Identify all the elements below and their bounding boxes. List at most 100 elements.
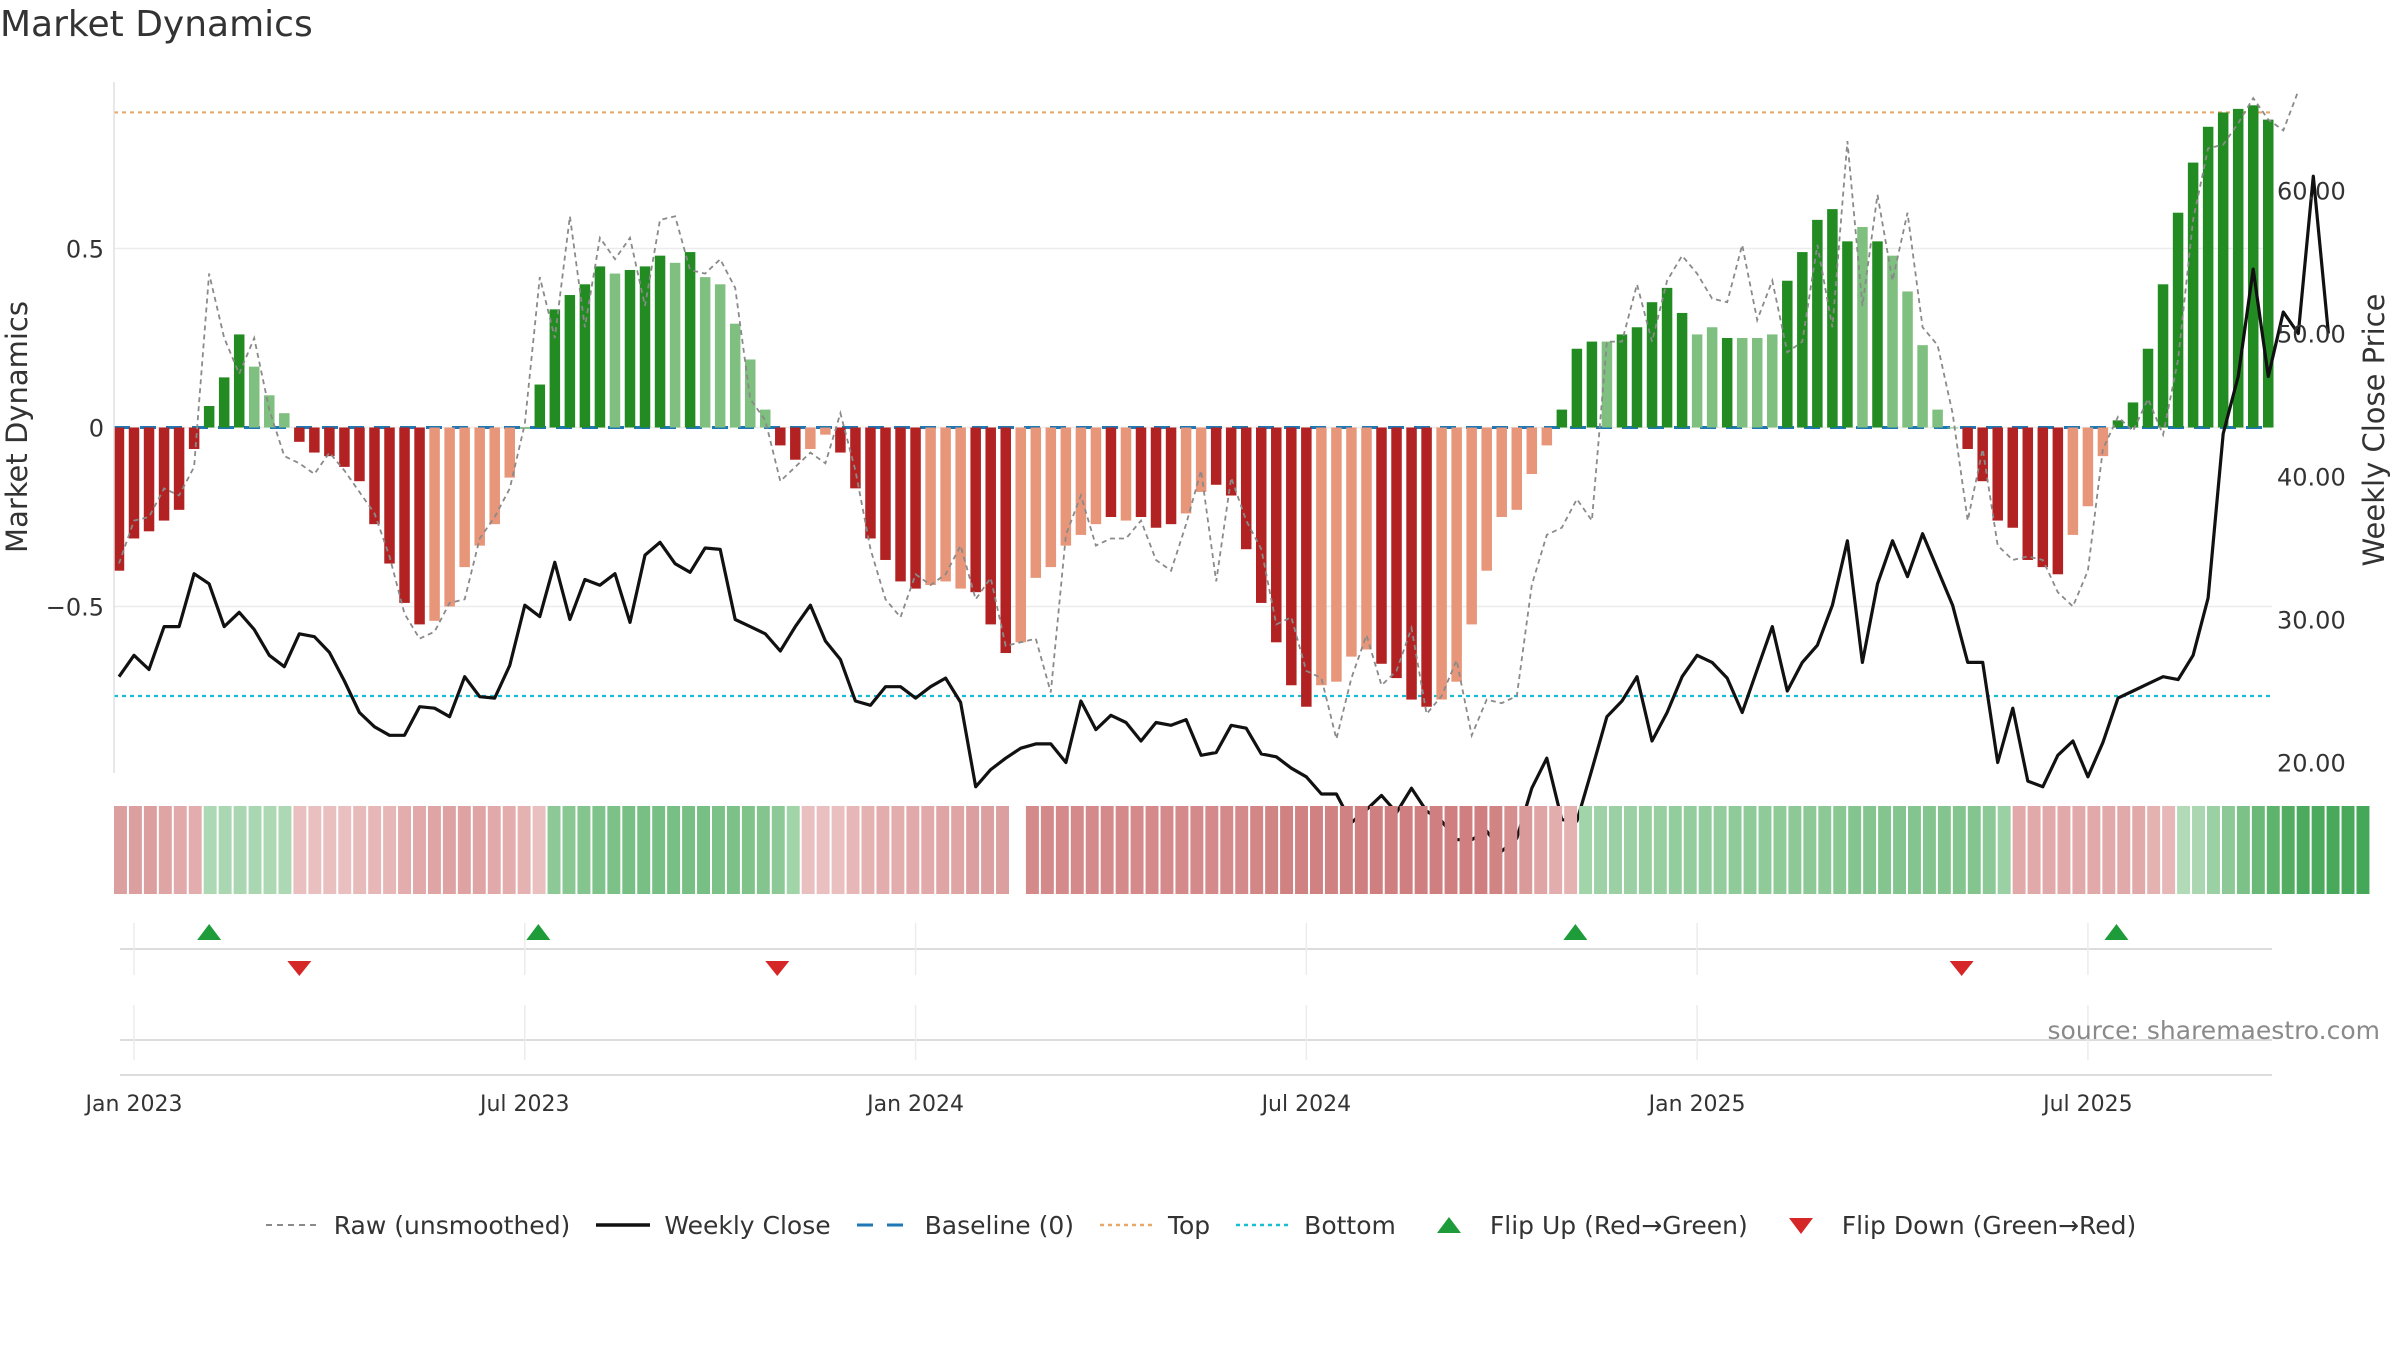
strip-cell xyxy=(667,806,681,894)
strip-cell xyxy=(1952,806,1966,894)
bar xyxy=(880,427,891,560)
bar xyxy=(1676,312,1688,428)
x-tick-label: Jul 2025 xyxy=(2041,1092,2133,1117)
bar xyxy=(369,427,380,525)
right-tick-label: 30.00 xyxy=(2277,607,2346,635)
strip-cell xyxy=(1205,806,1219,894)
strip-cell xyxy=(2057,806,2071,894)
bar xyxy=(1195,427,1207,492)
strip-cell xyxy=(2296,806,2310,894)
bar xyxy=(564,295,576,428)
legend-item: Top xyxy=(1098,1211,1210,1240)
bar xyxy=(1421,427,1432,707)
strip-cell xyxy=(1713,806,1727,894)
bar xyxy=(2007,427,2018,528)
strip-cell xyxy=(1803,806,1817,894)
bar xyxy=(1962,427,1973,449)
strip-cell xyxy=(1579,806,1593,894)
chart-title: Market Dynamics xyxy=(0,4,313,45)
strip-cell xyxy=(1100,806,1114,894)
bar xyxy=(2247,105,2259,428)
strip-cell xyxy=(1818,806,1832,894)
strip-cell xyxy=(756,806,770,894)
bar xyxy=(1857,227,1868,428)
strip-cell xyxy=(562,806,576,894)
bar xyxy=(1526,427,1538,475)
bar xyxy=(1180,427,1192,514)
bar xyxy=(895,427,906,582)
bar xyxy=(654,255,666,428)
legend: Raw (unsmoothed) Weekly Close Baseline (0)… xyxy=(0,1205,2400,1245)
bar xyxy=(1466,427,1477,625)
strip-cell xyxy=(293,806,307,894)
strip-cell xyxy=(1220,806,1234,894)
x-tick-label: Jan 2025 xyxy=(1647,1092,1746,1117)
source-note: source: sharemaestro.com xyxy=(2047,1016,2381,1045)
bar xyxy=(1451,427,1462,682)
strip-cell xyxy=(1773,806,1787,894)
legend-swatch xyxy=(1436,1217,1461,1233)
strip-cell xyxy=(158,806,172,894)
strip-cell xyxy=(442,806,456,894)
legend-label: Top xyxy=(1167,1210,1211,1240)
strip-cell xyxy=(1310,806,1323,894)
flip-up-marker xyxy=(1563,924,1588,940)
bar xyxy=(2082,427,2094,507)
strip-cell xyxy=(1115,806,1129,894)
bar xyxy=(955,427,966,589)
strip-cell xyxy=(1997,806,2011,894)
legend-swatch xyxy=(1788,1218,1813,1234)
strip-cell xyxy=(2072,806,2086,894)
strip-cell xyxy=(1683,806,1697,894)
strip-cell xyxy=(1399,806,1413,894)
raw-line xyxy=(118,90,2300,740)
strip-cell xyxy=(682,806,696,894)
bar xyxy=(2097,427,2109,457)
bar xyxy=(820,427,831,435)
bar xyxy=(1812,219,1823,428)
bar xyxy=(2157,284,2169,428)
x-tick-label: Jan 2023 xyxy=(84,1092,183,1117)
strip-cell xyxy=(1085,806,1099,894)
bar xyxy=(354,427,365,482)
bar xyxy=(1120,427,1132,521)
legend-label: Flip Up (Red→Green) xyxy=(1489,1210,1748,1240)
strip-cell xyxy=(1743,806,1757,894)
bar xyxy=(1887,255,1898,428)
bar xyxy=(143,427,155,532)
strip-cell xyxy=(2192,806,2205,894)
bar xyxy=(1045,427,1057,568)
strip-cell xyxy=(1653,806,1667,894)
bar xyxy=(594,266,606,428)
strip-cell xyxy=(592,806,606,894)
bar xyxy=(1436,427,1447,700)
strip-cell xyxy=(1848,806,1862,894)
bar xyxy=(699,277,711,428)
bar xyxy=(459,427,470,568)
bar xyxy=(729,323,741,428)
strip-cell xyxy=(816,806,830,894)
strip-cell xyxy=(1504,806,1518,894)
left-axis-title: Market Dynamics xyxy=(0,301,34,553)
bar xyxy=(1150,427,1162,528)
legend-item: Raw (unsmoothed) xyxy=(264,1211,570,1240)
right-tick-label: 60.00 xyxy=(2277,178,2346,206)
flip-down-marker xyxy=(1949,961,1974,976)
strip-cell xyxy=(951,806,965,894)
bar xyxy=(188,427,200,449)
strip-cell xyxy=(2147,806,2161,894)
strip-cell xyxy=(2221,806,2235,894)
strip-cell xyxy=(2012,806,2026,894)
right-tick-label: 50.00 xyxy=(2277,321,2346,349)
strip-cell xyxy=(1145,806,1159,894)
strip-cell xyxy=(308,806,322,894)
strip-cell xyxy=(1758,806,1772,894)
bar xyxy=(1767,334,1778,428)
strip-cell xyxy=(203,806,217,894)
flip-up-marker xyxy=(2104,924,2129,940)
strip-cell xyxy=(233,806,247,894)
bar xyxy=(294,427,305,442)
strip-cell xyxy=(1908,806,1921,894)
strip-cell xyxy=(1863,806,1877,894)
